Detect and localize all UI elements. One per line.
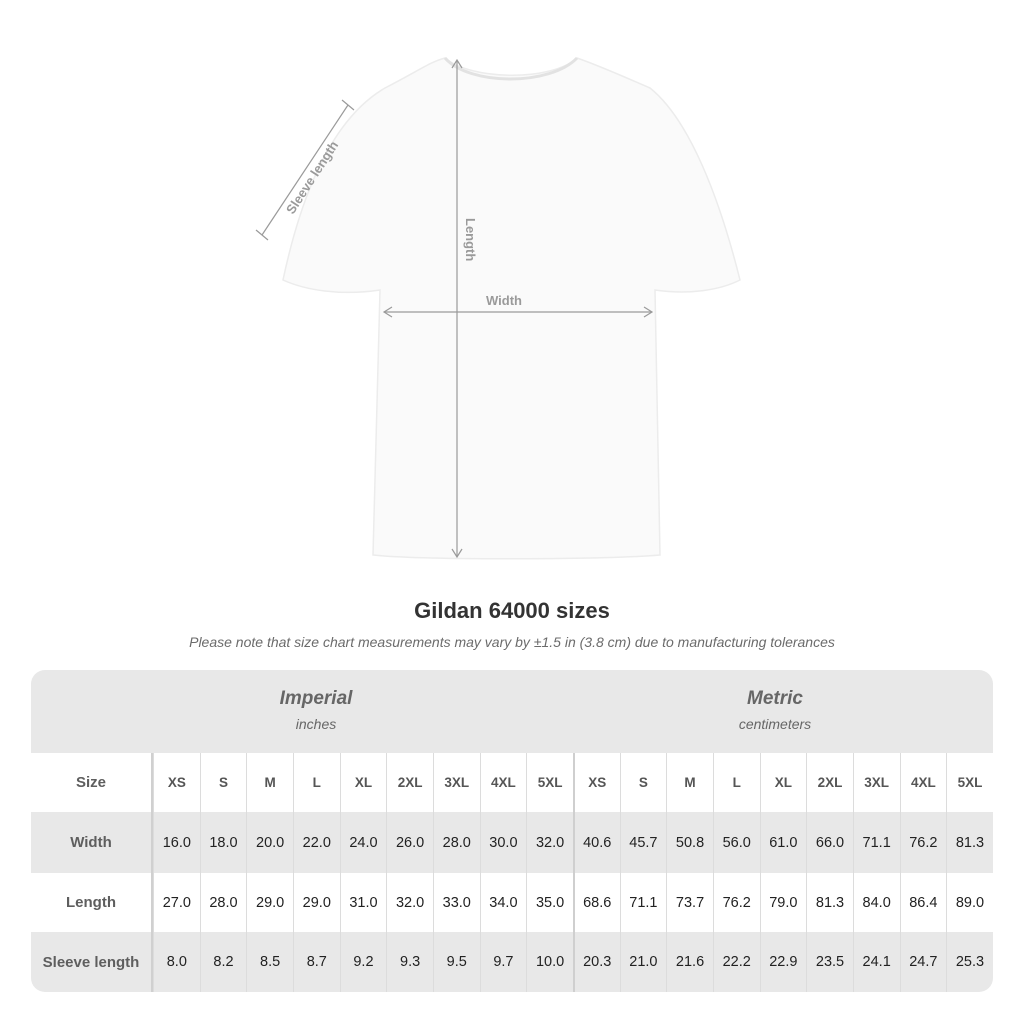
value-cell: 71.1 xyxy=(852,812,900,873)
value-cell: 9.2 xyxy=(339,932,387,992)
value-cell: 24.1 xyxy=(852,932,900,992)
value-cell: 26.0 xyxy=(386,812,433,873)
value-cell: 89.0 xyxy=(946,873,993,932)
value-cell: 28.0 xyxy=(199,873,247,932)
value-cell: 76.2 xyxy=(899,812,947,873)
value-cell: 10.0 xyxy=(526,932,573,992)
size-header-cell: 4XL xyxy=(479,753,527,812)
value-cell: 21.0 xyxy=(619,932,667,992)
size-header-cell: XL xyxy=(759,753,807,812)
value-cell: 86.4 xyxy=(899,873,947,932)
width-label: Width xyxy=(486,293,522,308)
value-cell: 32.0 xyxy=(526,812,573,873)
row-label: Size xyxy=(31,753,153,812)
size-header-cell: L xyxy=(292,753,340,812)
value-cell: 34.0 xyxy=(479,873,527,932)
value-cell: 84.0 xyxy=(852,873,900,932)
value-cell: 28.0 xyxy=(432,812,480,873)
value-cell: 8.2 xyxy=(199,932,247,992)
value-cell: 35.0 xyxy=(526,873,573,932)
table-row: Length 27.0 28.0 29.0 29.0 31.0 32.0 33.0 34.0 35… xyxy=(31,873,993,932)
value-cell: 24.7 xyxy=(899,932,947,992)
size-header-cell: 5XL xyxy=(946,753,993,812)
value-cell: 22.9 xyxy=(759,932,807,992)
metric-header: Metric centimeters xyxy=(561,688,989,732)
value-cell: 81.3 xyxy=(806,873,853,932)
table-header: Imperial inches Metric centimeters xyxy=(31,670,993,753)
size-header-cell: S xyxy=(619,753,667,812)
imperial-title: Imperial xyxy=(279,688,353,709)
value-cell: 9.5 xyxy=(432,932,480,992)
tolerance-note: Please note that size chart measurements… xyxy=(189,634,835,650)
value-cell: 23.5 xyxy=(806,932,853,992)
value-cell: 32.0 xyxy=(386,873,433,932)
size-header-cell: XL xyxy=(339,753,387,812)
value-cell: 22.2 xyxy=(712,932,760,992)
length-label: Length xyxy=(463,218,478,261)
metric-title: Metric xyxy=(747,688,803,709)
value-cell: 61.0 xyxy=(759,812,807,873)
table-row: Sleeve length 8.0 8.2 8.5 8.7 9.2 9.3 9.5 9.7 10.… xyxy=(31,932,993,992)
value-cell: 71.1 xyxy=(619,873,667,932)
value-cell: 33.0 xyxy=(432,873,480,932)
row-label: Sleeve length xyxy=(31,932,153,992)
size-header-cell: 2XL xyxy=(386,753,433,812)
value-cell: 56.0 xyxy=(712,812,760,873)
size-header-cell: 5XL xyxy=(526,753,573,812)
size-header-cell: 3XL xyxy=(852,753,900,812)
value-cell: 40.6 xyxy=(572,812,620,873)
value-cell: 8.5 xyxy=(246,932,293,992)
value-cell: 16.0 xyxy=(153,812,200,873)
value-cell: 68.6 xyxy=(572,873,620,932)
value-cell: 73.7 xyxy=(666,873,713,932)
imperial-unit: inches xyxy=(295,716,337,732)
size-header-cell: L xyxy=(712,753,760,812)
imperial-header: Imperial inches xyxy=(31,688,601,732)
row-label: Length xyxy=(31,873,153,932)
tshirt-image xyxy=(282,57,741,560)
size-table: Imperial inches Metric centimeters Size X… xyxy=(31,670,993,992)
value-cell: 20.3 xyxy=(572,932,620,992)
value-cell: 8.0 xyxy=(153,932,200,992)
size-header-cell: 2XL xyxy=(806,753,853,812)
row-label: Width xyxy=(31,812,153,873)
metric-unit: centimeters xyxy=(738,716,812,732)
value-cell: 29.0 xyxy=(292,873,340,932)
page-title: Gildan 64000 sizes xyxy=(414,598,610,623)
size-header-cell: S xyxy=(199,753,247,812)
value-cell: 30.0 xyxy=(479,812,527,873)
tshirt-diagram: Sleeve length Length Width xyxy=(255,56,741,560)
value-cell: 21.6 xyxy=(666,932,713,992)
size-header-cell: XS xyxy=(572,753,620,812)
value-cell: 66.0 xyxy=(806,812,853,873)
value-cell: 24.0 xyxy=(339,812,387,873)
value-cell: 79.0 xyxy=(759,873,807,932)
value-cell: 25.3 xyxy=(946,932,993,992)
value-cell: 22.0 xyxy=(292,812,340,873)
value-cell: 76.2 xyxy=(712,873,760,932)
size-header-cell: M xyxy=(246,753,293,812)
value-cell: 18.0 xyxy=(199,812,247,873)
value-cell: 20.0 xyxy=(246,812,293,873)
value-cell: 29.0 xyxy=(246,873,293,932)
value-cell: 9.3 xyxy=(386,932,433,992)
value-cell: 81.3 xyxy=(946,812,993,873)
value-cell: 8.7 xyxy=(292,932,340,992)
value-cell: 9.7 xyxy=(479,932,527,992)
size-header-cell: XS xyxy=(153,753,200,812)
table-row: Width 16.0 18.0 20.0 22.0 24.0 26.0 28.0 30.0 32.… xyxy=(31,812,993,873)
sleeve-arrow xyxy=(261,104,349,236)
tshirt-collar xyxy=(443,56,579,81)
value-cell: 50.8 xyxy=(666,812,713,873)
size-header-cell: M xyxy=(666,753,713,812)
size-header-cell: 4XL xyxy=(899,753,947,812)
value-cell: 45.7 xyxy=(619,812,667,873)
value-cell: 31.0 xyxy=(339,873,387,932)
measurement-lines xyxy=(255,58,654,559)
table-row: Size XS S M L XL 2XL 3XL 4XL 5XL XS S M L XL 2XL 3XL 4XL 5… xyxy=(31,753,993,812)
size-header-cell: 3XL xyxy=(432,753,480,812)
value-cell: 27.0 xyxy=(153,873,200,932)
